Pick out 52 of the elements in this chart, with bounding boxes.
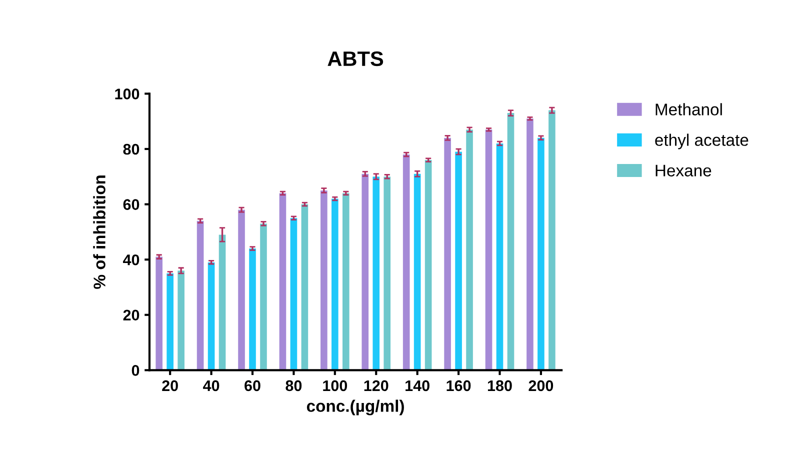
bar <box>507 113 514 370</box>
bar <box>538 138 544 370</box>
y-tick-label: 80 <box>123 144 140 155</box>
x-tick-label: 200 <box>528 380 554 392</box>
bar <box>548 110 556 370</box>
bar <box>342 193 350 370</box>
bar <box>496 143 504 370</box>
bar <box>384 176 391 370</box>
bar <box>156 256 162 370</box>
bar <box>414 174 421 370</box>
bar <box>218 234 226 370</box>
y-tick-label: 60 <box>123 199 140 210</box>
bar <box>455 152 462 370</box>
bar <box>372 176 380 370</box>
x-tick-label: 180 <box>488 380 512 392</box>
bar <box>301 204 308 370</box>
x-tick-label: 80 <box>286 380 302 392</box>
chart-title: ABTS <box>328 51 384 66</box>
x-tick-label: 40 <box>203 380 220 392</box>
y-tick-label: 40 <box>123 254 140 266</box>
legend-label: ethyl acetate <box>655 134 748 150</box>
bar <box>249 248 256 370</box>
bar <box>238 210 245 370</box>
y-tick-label: 0 <box>132 365 140 376</box>
legend-label: Hexane <box>656 164 712 176</box>
x-tick-label: 140 <box>406 380 430 392</box>
bar <box>166 273 174 370</box>
bar <box>402 154 410 370</box>
bar <box>279 193 286 370</box>
x-axis-title: conc.(µg/ml) <box>306 400 404 416</box>
bar <box>290 218 298 370</box>
x-tick-label: 100 <box>323 380 348 392</box>
bar <box>196 220 204 370</box>
bar <box>466 130 473 370</box>
legend-label: Methanol <box>656 103 722 116</box>
bar <box>178 270 184 370</box>
x-tick-label: 160 <box>446 380 471 392</box>
bar <box>526 118 534 370</box>
bar <box>332 198 338 370</box>
bar <box>362 174 369 370</box>
y-tick-label: 20 <box>123 310 140 321</box>
y-axis-title: % of inhibition <box>93 176 106 289</box>
bar <box>485 130 492 370</box>
x-tick-label: 60 <box>244 380 260 392</box>
bar <box>208 262 215 370</box>
y-tick-label: 100 <box>115 88 140 100</box>
x-tick-label: 120 <box>364 380 388 392</box>
bar <box>424 160 432 370</box>
bar <box>444 138 451 370</box>
bar <box>320 190 328 370</box>
x-tick-label: 20 <box>162 380 178 392</box>
bar <box>260 224 267 370</box>
